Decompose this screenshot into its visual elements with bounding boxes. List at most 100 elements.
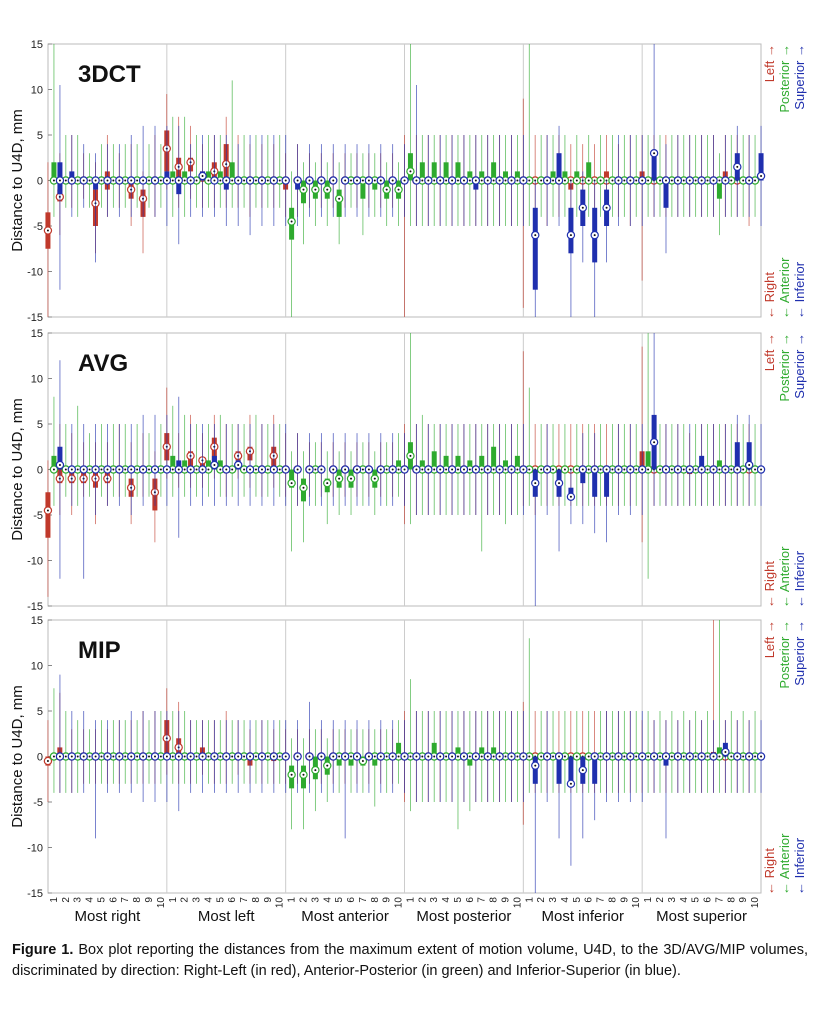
median-dot-inferior-superior — [391, 468, 394, 471]
y-tick-label: -15 — [27, 601, 43, 613]
median-dot-anterior-posterior — [730, 755, 733, 758]
median-dot-anterior-posterior — [682, 468, 685, 471]
median-dot-anterior-posterior — [385, 755, 388, 758]
median-dot-anterior-posterior — [409, 454, 412, 457]
median-dot-inferior-superior — [474, 179, 477, 182]
median-dot-inferior-superior — [272, 179, 275, 182]
median-dot-inferior-superior — [415, 179, 418, 182]
box-inferior-superior — [663, 180, 669, 208]
x-tick-label: 7 — [714, 897, 725, 903]
direction-label-negative: ← Right — [762, 561, 777, 608]
median-dot-inferior-superior — [260, 755, 263, 758]
median-dot-anterior-posterior — [290, 773, 293, 776]
median-dot-anterior-posterior — [563, 468, 566, 471]
box-anterior-posterior — [479, 455, 485, 470]
direction-label-positive: Left → — [762, 333, 777, 371]
median-dot-inferior-superior — [367, 755, 370, 758]
median-dot-anterior-posterior — [682, 179, 685, 182]
median-dot-anterior-posterior — [492, 755, 495, 758]
box-anterior-posterior — [491, 162, 497, 181]
median-dot-inferior-superior — [391, 755, 394, 758]
box-inferior-superior — [556, 756, 562, 784]
median-dot-anterior-posterior — [433, 755, 436, 758]
median-dot-inferior-superior — [664, 468, 667, 471]
median-dot-anterior-posterior — [504, 755, 507, 758]
y-tick-label: -5 — [33, 797, 43, 809]
median-dot-anterior-posterior — [718, 468, 721, 471]
median-dot-anterior-posterior — [563, 179, 566, 182]
median-dot-inferior-superior — [189, 755, 192, 758]
x-tick-label: 3 — [429, 897, 440, 903]
y-tick-label: 5 — [37, 130, 43, 142]
median-dot-inferior-superior — [332, 468, 335, 471]
median-dot-inferior-superior — [58, 463, 61, 466]
median-dot-inferior-superior — [724, 750, 727, 753]
median-dot-anterior-posterior — [159, 179, 162, 182]
median-dot-anterior-posterior — [575, 179, 578, 182]
median-dot-inferior-superior — [296, 468, 299, 471]
median-dot-inferior-superior — [581, 468, 584, 471]
x-tick-label: 2 — [417, 897, 428, 903]
median-dot-inferior-superior — [344, 468, 347, 471]
median-dot-anterior-posterior — [88, 468, 91, 471]
median-dot-inferior-superior — [581, 769, 584, 772]
box-inferior-superior — [57, 446, 63, 470]
x-tick-label: 6 — [108, 897, 119, 903]
median-dot-anterior-posterior — [421, 755, 424, 758]
box-inferior-superior — [592, 469, 598, 497]
box-inferior-superior — [699, 455, 705, 470]
median-dot-anterior-posterior — [480, 755, 483, 758]
median-dot-anterior-posterior — [361, 760, 364, 763]
median-dot-anterior-posterior — [159, 468, 162, 471]
group-label: Most anterior — [301, 908, 389, 925]
box-anterior-posterior — [503, 460, 509, 470]
box-inferior-superior — [164, 171, 170, 181]
x-tick-label: 2 — [298, 897, 309, 903]
median-dot-anterior-posterior — [599, 468, 602, 471]
median-dot-inferior-superior — [82, 179, 85, 182]
y-axis-label: Distance to U4D, mm — [9, 685, 26, 828]
median-dot-anterior-posterior — [207, 755, 210, 758]
x-tick-label: 8 — [251, 897, 262, 903]
median-dot-right-left — [46, 509, 49, 512]
median-dot-anterior-posterior — [64, 468, 67, 471]
median-dot-inferior-superior — [142, 468, 145, 471]
x-tick-label: 10 — [750, 897, 761, 909]
median-dot-inferior-superior — [177, 755, 180, 758]
median-dot-inferior-superior — [748, 755, 751, 758]
median-dot-inferior-superior — [142, 179, 145, 182]
median-dot-inferior-superior — [308, 755, 311, 758]
median-dot-anterior-posterior — [647, 468, 650, 471]
box-inferior-superior — [604, 469, 610, 497]
median-dot-inferior-superior — [367, 179, 370, 182]
y-axis-label: Distance to U4D, mm — [9, 109, 26, 252]
median-dot-inferior-superior — [379, 468, 382, 471]
median-dot-anterior-posterior — [409, 170, 412, 173]
median-dot-anterior-posterior — [563, 755, 566, 758]
median-dot-inferior-superior — [569, 782, 572, 785]
median-dot-anterior-posterior — [587, 755, 590, 758]
median-dot-anterior-posterior — [76, 468, 79, 471]
median-dot-anterior-posterior — [148, 755, 151, 758]
median-dot-anterior-posterior — [183, 179, 186, 182]
median-dot-inferior-superior — [581, 206, 584, 209]
median-dot-anterior-posterior — [266, 755, 269, 758]
box-inferior-superior — [295, 180, 301, 190]
median-dot-anterior-posterior — [350, 179, 353, 182]
panel-title: AVG — [78, 350, 128, 377]
box-anterior-posterior — [396, 742, 402, 757]
median-dot-anterior-posterior — [468, 179, 471, 182]
x-tick-label: 5 — [691, 897, 702, 903]
median-dot-anterior-posterior — [159, 755, 162, 758]
median-dot-inferior-superior — [356, 179, 359, 182]
median-dot-anterior-posterior — [338, 755, 341, 758]
median-dot-anterior-posterior — [124, 179, 127, 182]
median-dot-inferior-superior — [70, 755, 73, 758]
x-tick-label: 4 — [679, 897, 690, 903]
median-dot-anterior-posterior — [635, 179, 638, 182]
median-dot-inferior-superior — [94, 468, 97, 471]
median-dot-anterior-posterior — [658, 179, 661, 182]
x-tick-label: 7 — [239, 897, 250, 903]
median-dot-anterior-posterior — [254, 468, 257, 471]
